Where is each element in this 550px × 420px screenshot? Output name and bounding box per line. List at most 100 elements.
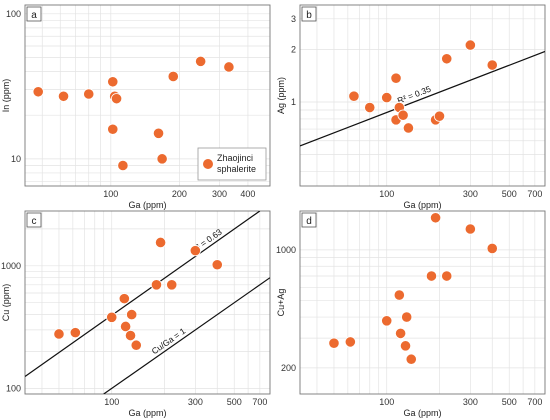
panel-letter: a: [31, 10, 37, 21]
regression-line: [25, 211, 261, 378]
panel-letter: c: [32, 216, 37, 227]
plot-frame: [24, 4, 271, 187]
x-tick-label: 300: [212, 189, 227, 199]
data-point: [223, 61, 235, 73]
panel-letter-box: [301, 212, 317, 228]
y-tick-label: 1: [291, 97, 296, 107]
plot-area: [300, 211, 545, 394]
data-point: [381, 315, 393, 327]
x-axis-label: Ga (ppm): [403, 200, 441, 210]
x-axis-label: Ga (ppm): [403, 408, 441, 418]
panel-letter: d: [306, 216, 312, 227]
data-point: [348, 90, 360, 102]
chart-panel-a: 100 200 300 400 10 100 Ga (ppm) In (ppm) a Zhaoji…: [1, 4, 271, 210]
data-points: [53, 236, 223, 351]
data-points: [32, 55, 235, 172]
data-point: [364, 101, 376, 114]
panel-letter-box: [26, 6, 42, 22]
panel-letter: b: [306, 10, 312, 21]
data-point: [83, 88, 95, 100]
panel-letter-box: [301, 6, 317, 22]
data-point: [110, 93, 123, 105]
x-tick-label: 300: [188, 397, 203, 407]
data-point: [150, 279, 163, 291]
ratio-line: [103, 277, 270, 394]
data-point: [211, 259, 223, 271]
x-tick-label: 100: [104, 397, 119, 407]
x-tick-label: 300: [463, 397, 478, 407]
data-point: [441, 270, 453, 282]
y-tick-label: 10: [11, 154, 21, 164]
x-axis-label: Ga (ppm): [128, 200, 166, 210]
x-axis-label: Ga (ppm): [128, 408, 166, 418]
data-point: [130, 339, 142, 351]
x-tick-label: 500: [502, 397, 517, 407]
data-point: [433, 110, 446, 122]
y-tick-label: 100: [6, 9, 21, 19]
plot-frame: [299, 210, 546, 395]
x-tick-label: 700: [527, 189, 542, 199]
data-point: [328, 337, 340, 349]
x-tick-label: 700: [527, 397, 542, 407]
data-point: [189, 245, 201, 257]
x-tick-label: 400: [240, 189, 255, 199]
grid: [300, 211, 545, 394]
data-point: [154, 236, 167, 249]
data-point: [390, 72, 402, 84]
data-point: [464, 223, 476, 235]
legend-marker: [203, 159, 213, 169]
grid: [300, 5, 545, 186]
y-tick-label: 200: [281, 363, 296, 373]
y-axis-label: Cu (ppm): [1, 284, 11, 322]
data-point: [167, 70, 179, 83]
x-tick-label: 300: [463, 189, 478, 199]
data-point: [393, 289, 405, 301]
data-point: [402, 122, 415, 134]
y-axis-label: In (ppm): [1, 79, 11, 113]
data-point: [429, 212, 442, 224]
data-point: [405, 353, 417, 365]
data-point: [344, 336, 356, 348]
data-point: [126, 308, 138, 321]
data-point: [397, 109, 409, 121]
data-point: [381, 92, 393, 104]
y-axis-label: Cu+Ag: [276, 289, 286, 317]
data-point: [464, 39, 476, 51]
y-tick-label: 100: [6, 383, 21, 393]
regression-line: [300, 50, 545, 147]
chart-panel-d: 100 300 500 700 200 1000 Ga (ppm) Cu+Ag d: [276, 210, 546, 418]
data-point: [107, 76, 119, 88]
data-point: [69, 327, 81, 339]
data-point: [441, 53, 453, 65]
data-point: [118, 293, 130, 305]
y-axis-label: Ag (ppm): [276, 77, 286, 114]
x-tick-label: 700: [252, 397, 267, 407]
data-point: [106, 311, 118, 323]
data-point: [486, 59, 498, 71]
plot-frame: [299, 4, 546, 187]
data-point: [124, 329, 137, 342]
x-tick-label: 500: [227, 397, 242, 407]
data-point: [156, 153, 168, 165]
y-tick-label: 2: [291, 45, 296, 55]
x-tick-label: 100: [103, 189, 118, 199]
grid: [25, 211, 270, 394]
x-tick-label: 100: [379, 189, 394, 199]
data-point: [486, 242, 498, 255]
data-points: [348, 39, 498, 134]
data-points: [328, 212, 498, 365]
reference-lines: [25, 211, 270, 394]
reference-lines: [300, 50, 545, 147]
y-tick-label: 3: [291, 14, 296, 24]
data-point: [395, 327, 407, 340]
data-point: [399, 340, 412, 352]
data-point: [107, 123, 119, 135]
legend-label-line2: sphalerite: [217, 164, 256, 174]
data-point: [120, 320, 132, 333]
data-point: [152, 127, 165, 139]
x-tick-label: 200: [172, 189, 187, 199]
